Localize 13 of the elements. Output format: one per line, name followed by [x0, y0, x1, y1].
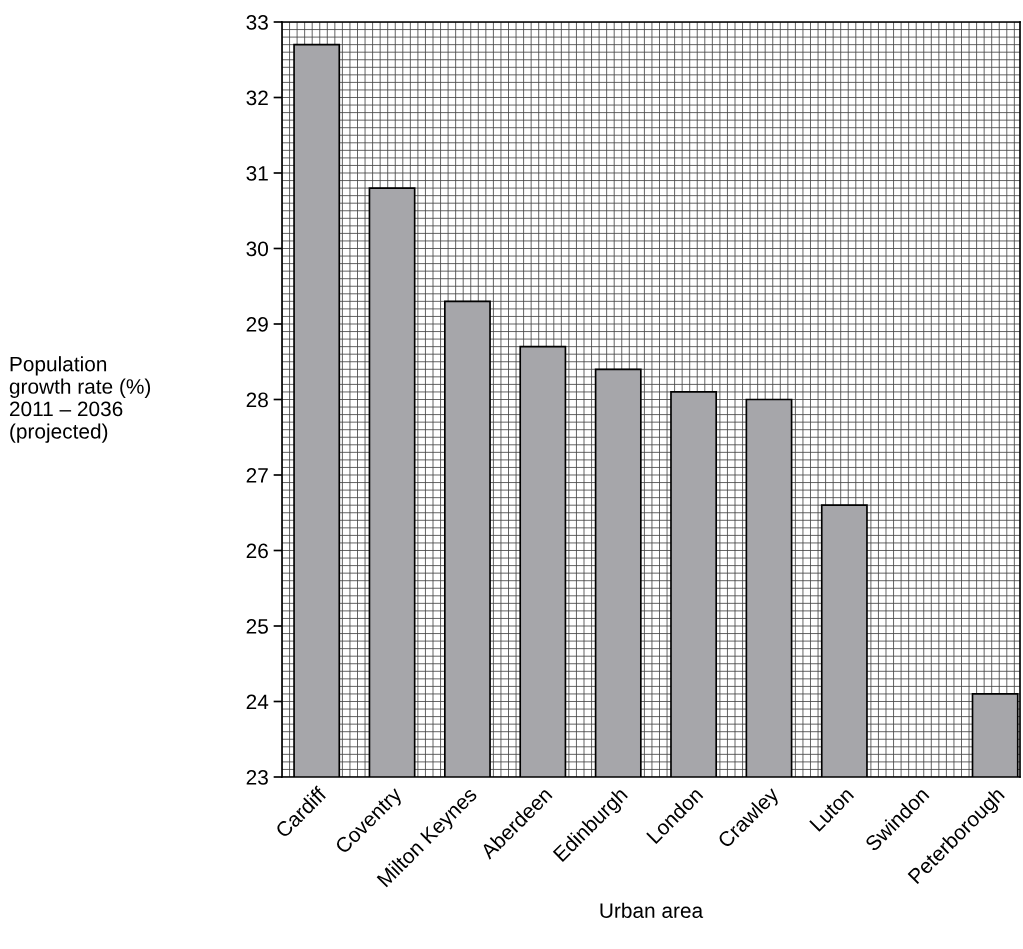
y-tick-label: 23	[246, 770, 268, 785]
y-axis-title: Population growth rate (%) 2011 – 2036 (projected)	[9, 356, 151, 443]
y-tick-label: 28	[246, 392, 268, 408]
y-tick-label: 25	[246, 619, 268, 634]
y-tick-label: 30	[246, 241, 268, 257]
y-tick-label: 31	[246, 166, 268, 181]
y-tick-label: 32	[246, 90, 268, 106]
y-tick-label: 33	[246, 15, 268, 30]
y-tick-label: 27	[246, 468, 268, 483]
y-tick-label: 29	[246, 317, 268, 332]
x-axis-title: Urban area	[600, 902, 704, 918]
y-tick-label: 26	[246, 543, 268, 559]
y-tick-label: 24	[246, 694, 269, 710]
